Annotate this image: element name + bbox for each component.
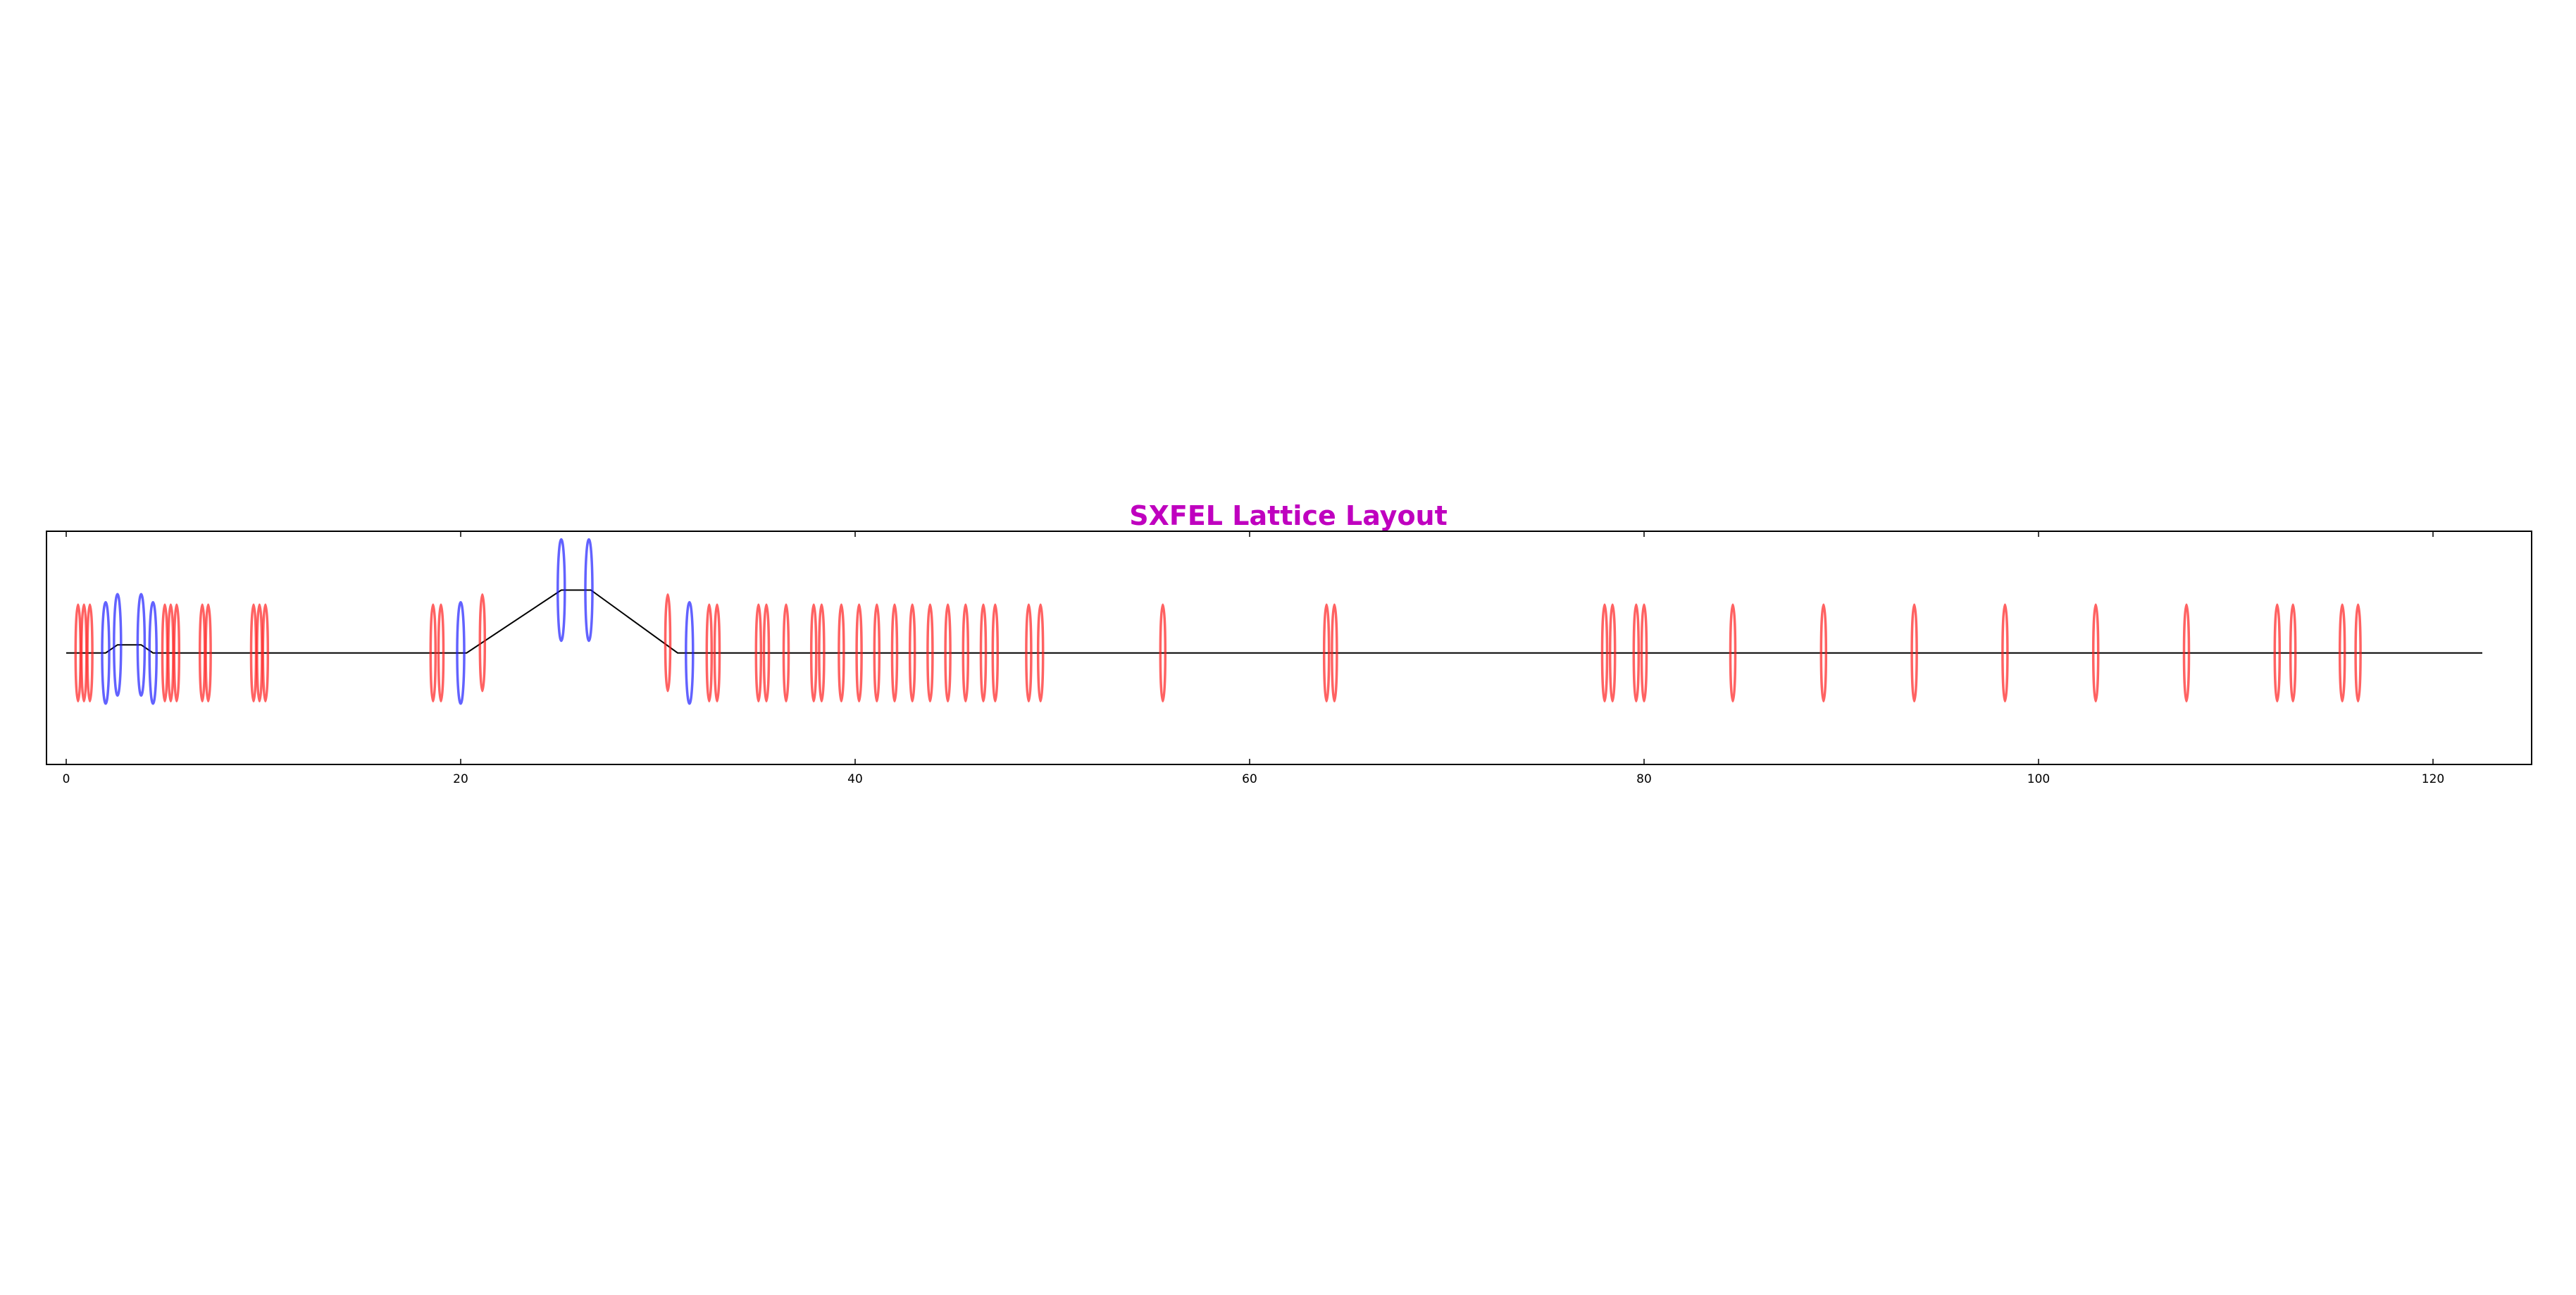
dipole-marker: [101, 600, 111, 705]
dipole-marker: [584, 538, 594, 643]
quadrupole-marker: [1640, 603, 1648, 702]
quadrupole-marker: [478, 593, 487, 693]
quadrupole-marker: [991, 603, 1000, 702]
quadrupole-marker: [1159, 603, 1167, 702]
quadrupole-marker: [1608, 603, 1617, 702]
axes-frame: [46, 531, 2532, 765]
quadrupole-marker: [204, 603, 212, 702]
quadrupole-marker: [1910, 603, 1918, 702]
quadrupole-marker: [809, 603, 818, 702]
quadrupole-marker: [908, 603, 916, 702]
quadrupole-marker: [2289, 603, 2297, 702]
x-tick-label: 100: [2027, 772, 2050, 786]
quadrupole-marker: [890, 603, 899, 702]
x-tick-label: 0: [63, 772, 70, 786]
quadrupole-marker: [782, 603, 790, 702]
quadrupole-marker: [818, 603, 826, 702]
x-tick-label: 40: [847, 772, 863, 786]
quadrupole-marker: [664, 593, 672, 693]
dipole-marker: [113, 593, 123, 697]
quadrupole-marker: [1600, 603, 1609, 702]
quadrupole-marker: [1729, 603, 1737, 702]
quadrupole-series: [74, 593, 2362, 702]
quadrupole-marker: [962, 603, 970, 702]
quadrupole-marker: [1322, 603, 1331, 702]
dipole-marker: [556, 538, 566, 643]
quadrupole-marker: [261, 603, 270, 702]
quadrupole-marker: [1819, 603, 1828, 702]
x-tick-label: 80: [1636, 772, 1652, 786]
quadrupole-marker: [2338, 603, 2346, 702]
quadrupole-marker: [713, 603, 721, 702]
quadrupole-marker: [926, 603, 934, 702]
quadrupole-marker: [1036, 603, 1045, 702]
dipole-marker: [685, 600, 695, 705]
chart-title: SXFEL Lattice Layout: [1129, 500, 1448, 531]
x-tick-label: 20: [453, 772, 468, 786]
quadrupole-marker: [1025, 603, 1033, 702]
quadrupole-marker: [838, 603, 845, 702]
quadrupole-marker: [429, 603, 437, 702]
dipole-marker: [456, 600, 466, 705]
beamline-path: [66, 589, 2482, 654]
quadrupole-marker: [979, 603, 988, 702]
x-tick-label: 120: [2422, 772, 2444, 786]
quadrupole-marker: [2001, 603, 2009, 702]
quadrupole-marker: [1331, 603, 1338, 702]
quadrupole-marker: [855, 603, 863, 702]
x-tick-label: 60: [1242, 772, 1257, 786]
quadrupole-marker: [2091, 603, 2100, 702]
dipole-marker: [136, 593, 147, 697]
quadrupole-marker: [762, 603, 771, 702]
quadrupole-marker: [873, 603, 881, 702]
quadrupole-marker: [2182, 603, 2191, 702]
quadrupole-marker: [86, 603, 94, 702]
quadrupole-marker: [437, 603, 445, 702]
quadrupole-marker: [2273, 603, 2282, 702]
x-axis: 0 20 40 60 80 100 120: [63, 531, 2444, 786]
dipole-marker: [148, 600, 158, 705]
quadrupole-marker: [705, 603, 714, 702]
beamline-series: [66, 589, 2482, 654]
quadrupole-marker: [1632, 603, 1641, 702]
quadrupole-marker: [944, 603, 952, 702]
quadrupole-marker: [173, 603, 181, 702]
quadrupole-marker: [754, 603, 763, 702]
quadrupole-marker: [2354, 603, 2362, 702]
dipole-series: [101, 538, 695, 705]
